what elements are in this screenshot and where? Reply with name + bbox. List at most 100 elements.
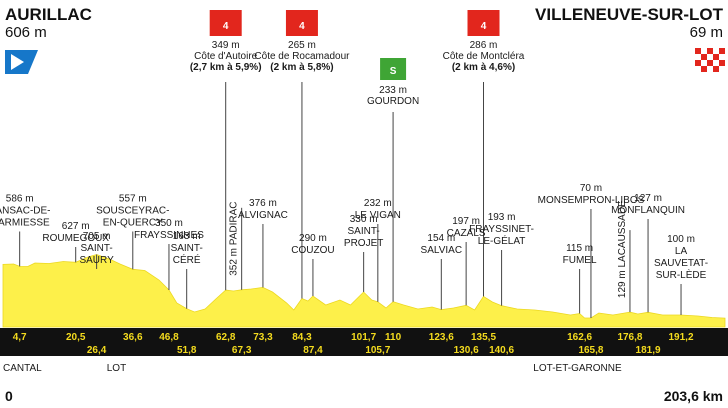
profile-area xyxy=(2,254,726,328)
region-label: CANTAL xyxy=(3,363,42,374)
climb-label: Côte d'Autoire xyxy=(194,51,257,62)
km-marker-label: 191,2 xyxy=(669,332,694,343)
place-label: MONFLANQUIN xyxy=(611,205,685,216)
climb-label: 286 m xyxy=(470,40,498,51)
km-marker-label: 181,9 xyxy=(636,345,661,356)
place-label: 197 m xyxy=(452,216,480,227)
km-marker-label: 4,7 xyxy=(13,332,27,343)
place-label: LE-GÉLAT xyxy=(478,234,526,247)
km-marker-label: 130,6 xyxy=(454,345,479,356)
place-label: MARMIESSE xyxy=(0,218,50,229)
climb-label: 265 m xyxy=(288,40,316,51)
climb-label: (2 km à 4,6%) xyxy=(452,62,515,73)
place-label: SANSAC-DE- xyxy=(0,206,51,217)
place-label: 163 m xyxy=(173,231,201,242)
climb-category-value: 4 xyxy=(223,21,229,32)
finish-flag-cell xyxy=(719,66,725,72)
place-label: 586 m xyxy=(6,194,34,205)
km-marker-label: 101,7 xyxy=(351,332,376,343)
climb-category-icon xyxy=(285,10,318,36)
place-label: PROJET xyxy=(344,238,383,249)
place-label: 127 m xyxy=(634,193,662,204)
place-label: SUR-LÈDE xyxy=(656,268,707,281)
place-label: FRAYSSINHES xyxy=(134,230,204,241)
place-label: 290 m xyxy=(299,233,327,244)
place-label: SAINT- xyxy=(81,243,113,254)
place-label: SAINT- xyxy=(171,243,203,254)
finish-flag-cell xyxy=(707,60,713,66)
km-marker-label: 26,4 xyxy=(87,345,107,356)
place-label: SAINT- xyxy=(348,226,380,237)
climb-category-icon xyxy=(467,10,500,36)
finish-flag-cell xyxy=(713,54,719,60)
finish-flag-cell xyxy=(707,54,713,60)
finish-town-label: VILLENEUVE-SUR-LOT xyxy=(535,5,724,24)
axis-end-label: 203,6 km xyxy=(664,388,723,404)
start-town-label: AURILLAC xyxy=(5,5,92,24)
place-label: 115 m xyxy=(566,243,593,254)
finish-flag-cell xyxy=(695,60,701,66)
climb-label: 349 m xyxy=(212,40,240,51)
km-marker-label: 67,3 xyxy=(232,345,252,356)
place-label: ALVIGNAC xyxy=(238,210,288,221)
sprint-label: 233 m xyxy=(379,85,407,96)
place-label: 705 m xyxy=(83,231,111,242)
place-label: SOUSCEYRAC- xyxy=(96,206,169,217)
sprint-icon xyxy=(380,58,407,80)
start-altitude-label: 606 m xyxy=(5,24,47,41)
finish-flag-cell xyxy=(695,66,701,72)
km-marker-label: 51,8 xyxy=(177,345,197,356)
finish-flag-cell xyxy=(701,54,707,60)
vertical-place-label: 129 m LACAUSSADE xyxy=(617,200,628,298)
region-label: LOT xyxy=(107,363,126,374)
finish-flag-cell xyxy=(707,48,713,54)
place-label: LA xyxy=(675,246,688,257)
region-label: LOT-ET-GARONNE xyxy=(533,363,622,374)
place-label: LE VIGAN xyxy=(355,210,401,221)
place-label: ROUMEGOUX xyxy=(42,233,109,244)
finish-flag-cell xyxy=(719,54,725,60)
km-marker-label: 110 xyxy=(385,332,402,343)
finish-flag-cell xyxy=(695,48,701,54)
place-label: MONSEMPRON-LIBOS xyxy=(538,195,645,206)
finish-flag-cell xyxy=(707,66,713,72)
finish-flag-cell xyxy=(719,48,725,54)
km-marker-label: 135,5 xyxy=(471,332,496,343)
finish-flag-icon xyxy=(695,48,725,72)
km-band xyxy=(0,328,728,356)
place-label: 376 m xyxy=(249,198,277,209)
vertical-place-label: 352 m PADIRAC xyxy=(229,202,240,276)
place-label: SALVIAC xyxy=(421,245,463,256)
finish-flag-cell xyxy=(713,60,719,66)
climb-category-value: 4 xyxy=(299,21,305,32)
place-label: 330 m xyxy=(350,214,378,225)
finish-flag-cell xyxy=(713,66,719,72)
climb-category-value: 4 xyxy=(481,21,487,32)
place-label: CAZALS xyxy=(447,228,486,239)
finish-flag-cell xyxy=(695,54,701,60)
place-label: 627 m xyxy=(62,221,90,232)
km-marker-label: 123,6 xyxy=(429,332,454,343)
finish-flag-cell xyxy=(713,48,719,54)
finish-altitude-label: 69 m xyxy=(690,24,723,41)
place-label: SAUVETAT- xyxy=(654,258,708,269)
climb-category-icon xyxy=(209,10,242,36)
place-label: 557 m xyxy=(119,194,147,205)
place-label: 154 m xyxy=(427,233,455,244)
sprint-label: GOURDON xyxy=(367,96,419,107)
climb-label: Côte de Rocamadour xyxy=(254,51,350,62)
climb-label: (2 km à 5,8%) xyxy=(270,62,333,73)
km-marker-label: 140,6 xyxy=(489,345,514,356)
place-label: FRAYSSINET- xyxy=(469,224,534,235)
place-label: FUMEL xyxy=(563,255,597,266)
km-marker-label: 36,6 xyxy=(123,332,143,343)
km-marker-label: 162,6 xyxy=(567,332,592,343)
km-marker-label: 46,8 xyxy=(159,332,179,343)
finish-flag-cell xyxy=(701,48,707,54)
km-marker-label: 62,8 xyxy=(216,332,236,343)
start-arrow-icon xyxy=(11,54,24,70)
place-label: 100 m xyxy=(667,234,695,245)
finish-flag-cell xyxy=(701,66,707,72)
place-label: CÉRÉ xyxy=(173,253,201,266)
